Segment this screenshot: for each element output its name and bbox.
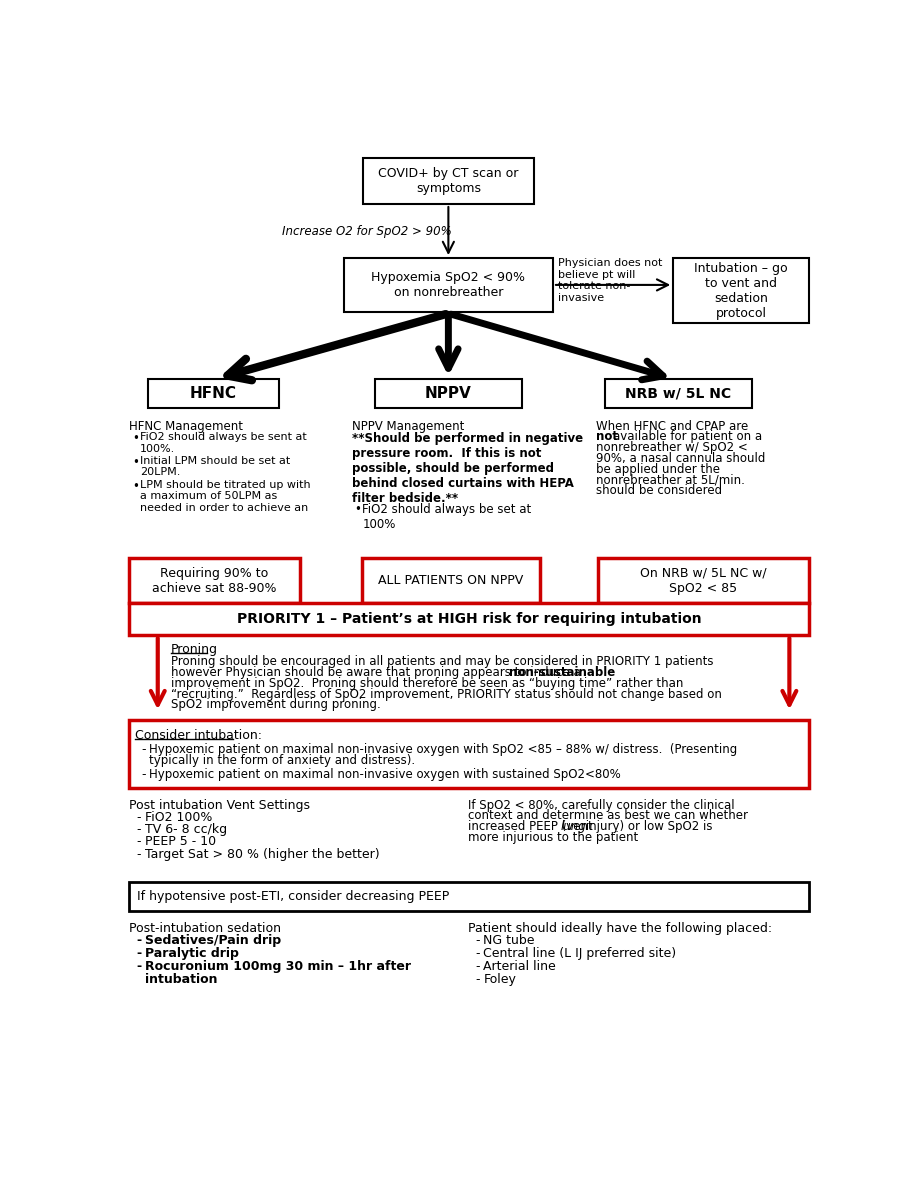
Text: -: - — [142, 768, 146, 781]
Text: Sedatives/Pain drip: Sedatives/Pain drip — [145, 934, 281, 947]
Text: increased PEEP (vent: increased PEEP (vent — [468, 820, 596, 833]
Text: Proning: Proning — [171, 643, 218, 656]
FancyBboxPatch shape — [673, 258, 809, 324]
Text: -: - — [137, 823, 141, 836]
Text: however Physician should be aware that proning appears to induce a: however Physician should be aware that p… — [171, 666, 585, 679]
Text: Proning should be encouraged in all patients and may be considered in PRIORITY 1: Proning should be encouraged in all pati… — [171, 655, 714, 668]
Text: Post-intubation sedation: Post-intubation sedation — [129, 922, 281, 935]
Text: TV 6- 8 cc/kg: TV 6- 8 cc/kg — [145, 823, 227, 836]
Text: -: - — [475, 973, 480, 986]
Text: Initial LPM should be set at
20LPM.: Initial LPM should be set at 20LPM. — [140, 456, 290, 478]
Text: HFNC: HFNC — [190, 386, 237, 401]
Text: HFNC Management: HFNC Management — [129, 420, 243, 433]
Text: Hypoxemic patient on maximal non-invasive oxygen with SpO2 <85 – 88% w/ distress: Hypoxemic patient on maximal non-invasiv… — [149, 743, 738, 756]
Text: NPPV Management: NPPV Management — [352, 420, 464, 433]
Text: 90%, a nasal cannula should: 90%, a nasal cannula should — [596, 452, 765, 464]
FancyBboxPatch shape — [363, 158, 533, 204]
Text: -: - — [475, 934, 480, 947]
Text: Intubation – go
to vent and
sedation
protocol: Intubation – go to vent and sedation pro… — [694, 262, 787, 319]
Text: be applied under the: be applied under the — [596, 463, 719, 475]
Text: Paralytic drip: Paralytic drip — [145, 947, 239, 960]
Text: FiO2 should always be set at
100%: FiO2 should always be set at 100% — [362, 503, 531, 530]
Text: Rocuronium 100mg 30 min – 1hr after: Rocuronium 100mg 30 min – 1hr after — [145, 960, 411, 973]
Text: NPPV: NPPV — [425, 386, 472, 401]
Text: more injurious to the patient: more injurious to the patient — [468, 830, 638, 844]
Text: Requiring 90% to
achieve sat 88-90%: Requiring 90% to achieve sat 88-90% — [152, 566, 276, 594]
Text: -: - — [475, 947, 480, 960]
Text: context and determine as best we can whether: context and determine as best we can whe… — [468, 809, 748, 822]
Text: Hypoxemic patient on maximal non-invasive oxygen with sustained SpO2<80%: Hypoxemic patient on maximal non-invasiv… — [149, 768, 621, 781]
Text: If hypotensive post-ETI, consider decreasing PEEP: If hypotensive post-ETI, consider decrea… — [137, 889, 449, 902]
Text: -: - — [137, 934, 142, 947]
Text: PEEP 5 - 10: PEEP 5 - 10 — [145, 835, 216, 848]
Text: •: • — [133, 480, 139, 493]
Text: FiO2 should always be sent at
100%.: FiO2 should always be sent at 100%. — [140, 432, 307, 454]
Text: Increase O2 for SpO2 > 90%: Increase O2 for SpO2 > 90% — [282, 224, 451, 238]
Text: On NRB w/ 5L NC w/
SpO2 < 85: On NRB w/ 5L NC w/ SpO2 < 85 — [640, 566, 766, 594]
Text: When HFNC and CPAP are: When HFNC and CPAP are — [596, 420, 748, 433]
Text: nonrebreather w/ SpO2 <: nonrebreather w/ SpO2 < — [596, 442, 747, 455]
Text: -: - — [137, 947, 142, 960]
Text: NG tube: NG tube — [484, 934, 535, 947]
Text: lung: lung — [561, 820, 587, 833]
Text: COVID+ by CT scan or
symptoms: COVID+ by CT scan or symptoms — [379, 167, 519, 194]
Text: Target Sat > 80 % (higher the better): Target Sat > 80 % (higher the better) — [145, 847, 379, 860]
Text: -: - — [137, 960, 142, 973]
Text: should be considered: should be considered — [596, 485, 722, 497]
FancyBboxPatch shape — [605, 379, 752, 408]
Text: NRB w/ 5L NC: NRB w/ 5L NC — [625, 386, 731, 401]
FancyBboxPatch shape — [129, 720, 809, 787]
Text: Consider intubation:: Consider intubation: — [135, 730, 262, 742]
FancyBboxPatch shape — [344, 258, 553, 312]
Text: “recruiting.”  Regardless of SpO2 improvement, PRIORITY status should not change: “recruiting.” Regardless of SpO2 improve… — [171, 688, 722, 701]
Text: nonrebreather at 5L/min.: nonrebreather at 5L/min. — [596, 474, 744, 486]
Text: LPM should be titrated up with
a maximum of 50LPM as
needed in order to achieve : LPM should be titrated up with a maximum… — [140, 480, 310, 512]
Text: -: - — [137, 811, 141, 824]
Text: Arterial line: Arterial line — [484, 960, 556, 973]
Text: Patient should ideally have the following placed:: Patient should ideally have the followin… — [468, 922, 772, 935]
Text: injury) or low SpO2 is: injury) or low SpO2 is — [582, 820, 713, 833]
Text: non-sustainable: non-sustainable — [508, 666, 615, 679]
Text: Hypoxemia SpO2 < 90%
on nonrebreather: Hypoxemia SpO2 < 90% on nonrebreather — [371, 271, 525, 299]
Text: typically in the form of anxiety and distress).: typically in the form of anxiety and dis… — [149, 754, 415, 767]
Text: **Should be performed in negative
pressure room.  If this is not
possible, shoul: **Should be performed in negative pressu… — [352, 432, 583, 505]
FancyBboxPatch shape — [362, 558, 540, 602]
Text: -: - — [137, 835, 141, 848]
Text: Central line (L IJ preferred site): Central line (L IJ preferred site) — [484, 947, 676, 960]
Text: not: not — [596, 431, 618, 444]
Text: FiO2 100%: FiO2 100% — [145, 811, 212, 824]
Text: If SpO2 < 80%, carefully consider the clinical: If SpO2 < 80%, carefully consider the cl… — [468, 798, 734, 811]
FancyBboxPatch shape — [129, 882, 809, 911]
FancyBboxPatch shape — [129, 602, 809, 635]
Text: •: • — [355, 503, 361, 516]
Text: intubation: intubation — [145, 973, 217, 986]
Text: ALL PATIENTS ON NPPV: ALL PATIENTS ON NPPV — [379, 574, 523, 587]
Text: PRIORITY 1 – Patient’s at HIGH risk for requiring intubation: PRIORITY 1 – Patient’s at HIGH risk for … — [237, 612, 701, 626]
FancyBboxPatch shape — [598, 558, 809, 602]
Text: Foley: Foley — [484, 973, 516, 986]
FancyBboxPatch shape — [375, 379, 522, 408]
Text: available for patient on a: available for patient on a — [612, 431, 762, 444]
Text: •: • — [133, 456, 139, 469]
Text: -: - — [142, 743, 146, 756]
Text: -: - — [475, 960, 480, 973]
FancyBboxPatch shape — [147, 379, 279, 408]
Text: Post intubation Vent Settings: Post intubation Vent Settings — [129, 798, 310, 811]
Text: •: • — [133, 432, 139, 445]
Text: Physician does not
believe pt will
tolerate non-
invasive: Physician does not believe pt will toler… — [558, 258, 663, 302]
Text: SpO2 improvement during proning.: SpO2 improvement during proning. — [171, 698, 380, 712]
FancyBboxPatch shape — [129, 558, 299, 602]
Text: -: - — [137, 847, 141, 860]
Text: improvement in SpO2.  Proning should therefore be seen as “buying time” rather t: improvement in SpO2. Proning should ther… — [171, 677, 683, 690]
